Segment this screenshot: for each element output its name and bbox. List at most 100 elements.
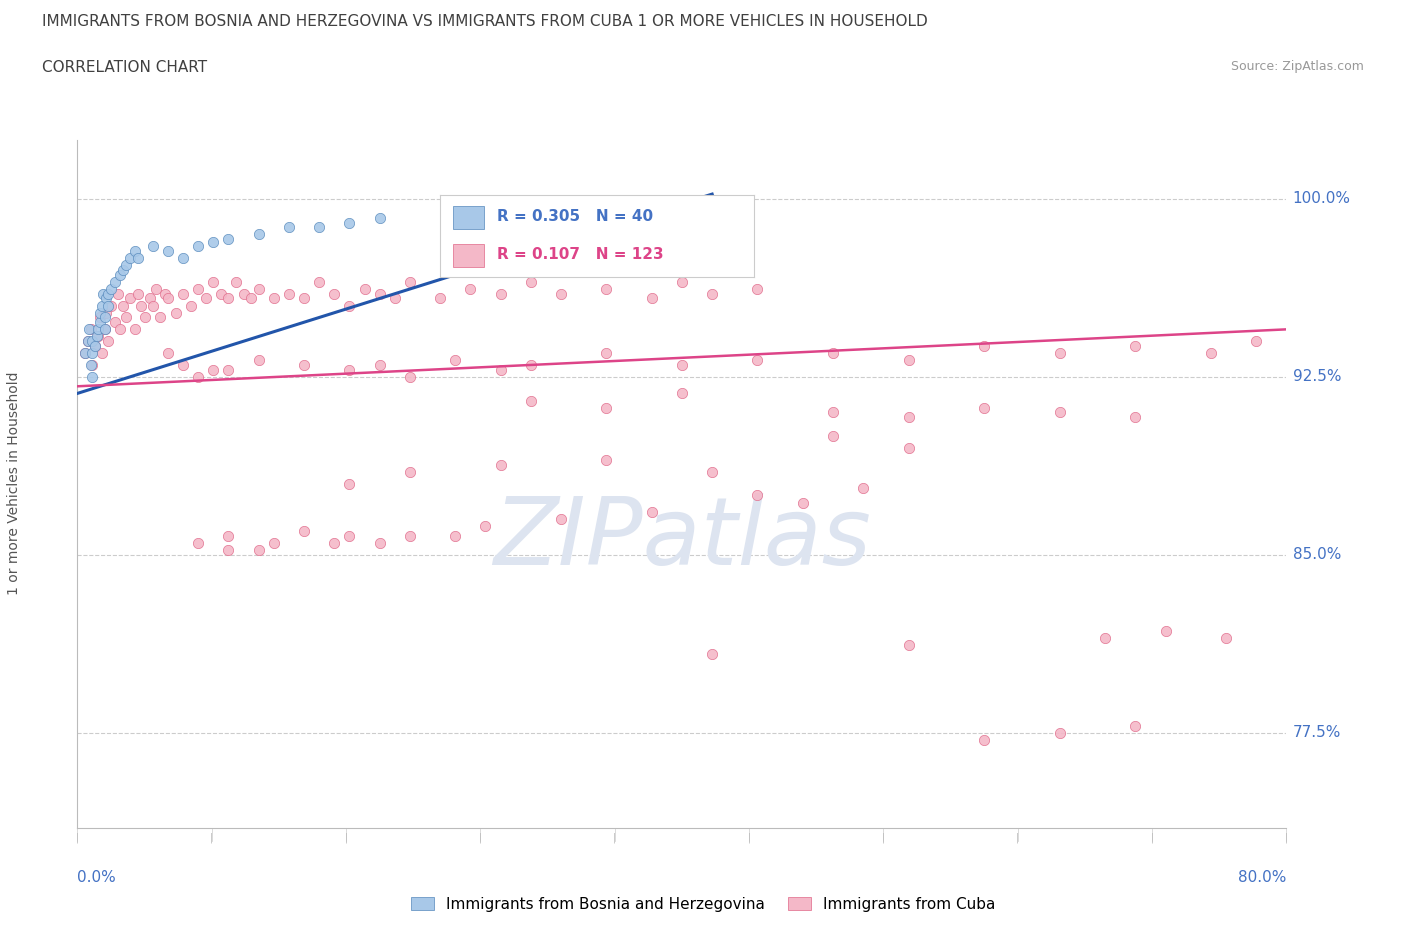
Point xyxy=(225,274,247,289)
Point xyxy=(93,310,115,325)
Point xyxy=(702,464,724,479)
Text: ZIPatlas: ZIPatlas xyxy=(494,493,870,584)
Point xyxy=(792,495,814,510)
Point xyxy=(897,441,920,456)
Point xyxy=(702,286,724,301)
Point xyxy=(595,346,617,361)
Point xyxy=(149,310,172,325)
Text: |: | xyxy=(1150,832,1154,843)
Point xyxy=(94,305,117,320)
Point xyxy=(80,322,103,337)
Point xyxy=(247,282,270,297)
Point xyxy=(353,282,375,297)
Point xyxy=(80,357,103,372)
Point xyxy=(209,286,232,301)
Point xyxy=(114,310,136,325)
Point xyxy=(218,363,240,378)
Text: 92.5%: 92.5% xyxy=(1292,369,1341,384)
Point xyxy=(278,219,301,234)
Point xyxy=(550,286,572,301)
Point xyxy=(444,204,467,219)
Point xyxy=(247,542,270,557)
Point xyxy=(323,286,346,301)
Point xyxy=(821,405,844,419)
Point xyxy=(973,733,995,748)
Text: Source: ZipAtlas.com: Source: ZipAtlas.com xyxy=(1230,60,1364,73)
Point xyxy=(1049,346,1071,361)
Point xyxy=(337,476,360,491)
Point xyxy=(292,357,315,372)
Point xyxy=(187,239,209,254)
Point xyxy=(384,291,406,306)
Point xyxy=(142,299,165,313)
Point xyxy=(489,286,512,301)
Point xyxy=(187,536,209,551)
Text: IMMIGRANTS FROM BOSNIA AND HERZEGOVINA VS IMMIGRANTS FROM CUBA 1 OR MORE VEHICLE: IMMIGRANTS FROM BOSNIA AND HERZEGOVINA V… xyxy=(42,14,928,29)
Point xyxy=(145,282,167,297)
Point xyxy=(671,274,693,289)
Text: |: | xyxy=(76,832,79,843)
Point xyxy=(278,286,301,301)
Point xyxy=(1199,346,1222,361)
Point xyxy=(702,196,724,211)
Point xyxy=(368,286,391,301)
Point xyxy=(1123,339,1146,353)
Point xyxy=(111,299,134,313)
Point xyxy=(337,215,360,230)
Point xyxy=(82,357,104,372)
Point xyxy=(96,334,118,349)
Point xyxy=(747,488,769,503)
Point xyxy=(124,322,146,337)
Point xyxy=(77,334,100,349)
Point xyxy=(595,400,617,415)
Point xyxy=(89,310,111,325)
Point xyxy=(489,363,512,378)
Point xyxy=(520,357,543,372)
Point xyxy=(87,322,110,337)
Point xyxy=(489,458,512,472)
Point xyxy=(89,314,111,329)
Point xyxy=(180,299,202,313)
Point xyxy=(308,219,330,234)
Text: R = 0.107   N = 123: R = 0.107 N = 123 xyxy=(496,247,664,262)
Point xyxy=(187,282,209,297)
Point xyxy=(202,234,225,249)
Point xyxy=(87,329,110,344)
Point xyxy=(747,352,769,367)
Point xyxy=(157,291,180,306)
Point xyxy=(90,346,112,361)
Text: 80.0%: 80.0% xyxy=(1239,870,1286,884)
Point xyxy=(107,286,129,301)
Point xyxy=(292,524,315,538)
Point xyxy=(240,291,263,306)
Point xyxy=(429,291,451,306)
Point xyxy=(368,210,391,225)
Point xyxy=(852,481,875,496)
Point xyxy=(82,346,104,361)
Point xyxy=(973,339,995,353)
Point xyxy=(1123,718,1146,733)
Point xyxy=(157,244,180,259)
Text: |: | xyxy=(479,832,482,843)
Point xyxy=(111,262,134,277)
Point xyxy=(108,322,131,337)
Point xyxy=(218,291,240,306)
Point xyxy=(124,244,146,259)
Point xyxy=(1049,405,1071,419)
Point xyxy=(104,274,127,289)
Point xyxy=(89,305,111,320)
Point xyxy=(550,512,572,526)
Text: R = 0.305   N = 40: R = 0.305 N = 40 xyxy=(496,209,652,224)
Point xyxy=(120,251,142,266)
Point xyxy=(399,464,422,479)
Point xyxy=(323,536,346,551)
Point xyxy=(399,528,422,543)
Point xyxy=(218,542,240,557)
Point xyxy=(100,282,122,297)
Point xyxy=(96,299,118,313)
Point xyxy=(104,314,127,329)
Point xyxy=(247,227,270,242)
Point xyxy=(90,299,112,313)
Point xyxy=(747,282,769,297)
Point xyxy=(595,452,617,467)
